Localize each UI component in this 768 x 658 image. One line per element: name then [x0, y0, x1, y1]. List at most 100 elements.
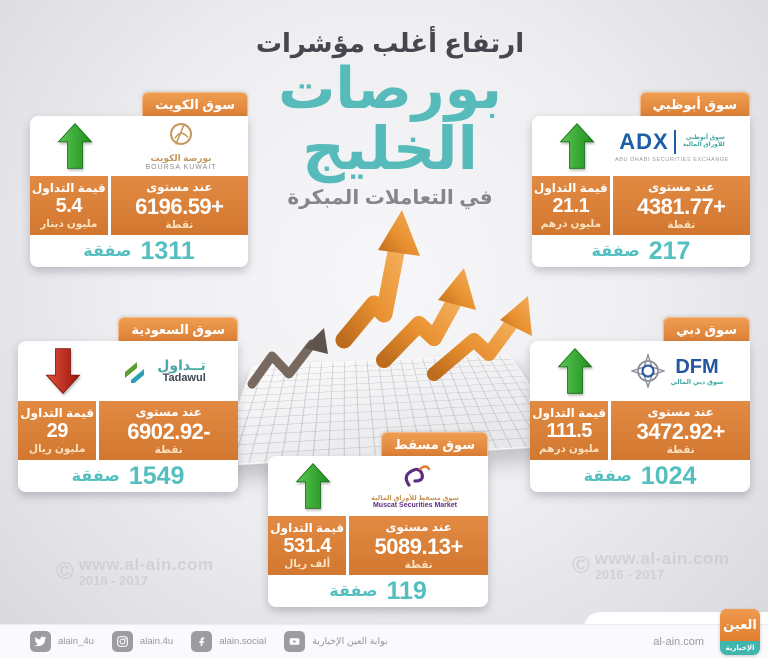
watermark-years: 2016 - 2017	[594, 567, 665, 582]
youtube-handle: بوابة العين الإخبارية	[312, 636, 388, 647]
deals-word: صفقة	[583, 468, 632, 485]
dfm-compass-icon	[630, 354, 665, 388]
market-tab-dubai: سوق دبي	[663, 317, 750, 341]
index-value: 6902.92-	[127, 418, 211, 444]
card-header-row: سوق مسقط للأوراق المالية Muscat Securiti…	[268, 456, 488, 516]
alain-logo-top: العين	[720, 609, 760, 641]
market-card-dubai: سوق دبي DFM سوق دبي المالي	[530, 317, 750, 492]
trade-value: 21.1	[552, 195, 590, 217]
dfm-wordmark: DFM	[675, 355, 719, 378]
logo-text-arabic: سوق مسقط للأوراق المالية	[371, 494, 459, 502]
trade-value-box: قيمة التداول 5.4 مليون دينار	[30, 176, 108, 235]
card-header-row: بورصة الكويت BOURSA KUWAIT	[30, 116, 248, 176]
trade-unit: مليون دينار	[40, 218, 98, 230]
logo-text-english: BOURSA KUWAIT	[145, 164, 217, 171]
card-panel: DFM سوق دبي المالي عند مستوى 3472.92+ نق…	[530, 341, 750, 492]
watermark-left: © www.al-ain.com 2016 - 2017	[56, 556, 214, 589]
stats-row: عند مستوى 5089.13+ نقطة قيمة التداول 531…	[268, 516, 488, 575]
index-label: عند مستوى	[647, 404, 714, 419]
title-line-1: ارتفاع أغلب مؤشرات	[255, 28, 525, 58]
market-card-muscat: سوق مسقط سوق مسقط للأوراق المالية Muscat…	[268, 432, 488, 607]
index-level-box: عند مستوى 6902.92- نقطة	[99, 401, 238, 460]
copyright-icon: ©	[56, 558, 74, 586]
social-facebook: alain.social	[191, 631, 266, 652]
tadawul-emblem-icon	[125, 362, 145, 383]
logo-text-arabic: بورصة الكويت	[150, 153, 212, 163]
market-card-saudi: سوق السعودية تــداول Tadawul	[18, 317, 238, 492]
deals-word: صفقة	[83, 243, 132, 260]
deals-row: 1549 صفقة	[18, 460, 238, 492]
logo-text-english: ABU DHABI SECURITIES EXCHANGE	[615, 157, 729, 163]
market-name: سوق أبوظبي	[652, 97, 737, 112]
deals-row: 217 صفقة	[532, 235, 750, 267]
trade-unit: مليون درهم	[540, 218, 602, 230]
market-tab-muscat: سوق مسقط	[381, 432, 488, 456]
card-header-row: ADX سوق أبوظبي للأوراق المالية ABU DHABI…	[532, 116, 750, 176]
alain-news-logo: العين الإخبارية	[720, 609, 760, 655]
rising-arrows-graphic	[247, 210, 532, 389]
facebook-handle: alain.social	[219, 636, 267, 647]
msm-swirl-icon	[404, 464, 431, 487]
trend-up-arrow-icon	[294, 462, 332, 510]
deals-count: 119	[386, 576, 427, 605]
title-line-3: الخليج	[302, 116, 478, 182]
market-name: سوق مسقط	[394, 437, 475, 452]
adx-logo: ADX سوق أبوظبي للأوراق المالية ABU DHABI…	[596, 129, 742, 163]
footer-bar: alain_4u alain.4u alain.social بوابة الع…	[0, 624, 768, 658]
adx-divider	[673, 130, 676, 154]
trade-label: قيمة التداول	[270, 521, 345, 535]
deals-count: 217	[648, 236, 691, 265]
index-value: 5089.13+	[374, 533, 464, 559]
deals-word: صفقة	[71, 468, 120, 485]
facebook-icon	[191, 631, 213, 652]
trade-unit: مليون درهم	[538, 443, 600, 455]
index-value: 3472.92+	[636, 418, 726, 444]
card-header-row: DFM سوق دبي المالي	[530, 341, 750, 401]
index-value: 4381.77+	[637, 193, 726, 219]
trade-value-box: قيمة التداول 531.4 ألف ريال	[268, 516, 347, 575]
deals-count: 1311	[140, 236, 195, 265]
stats-row: عند مستوى 3472.92+ نقطة قيمة التداول 111…	[530, 401, 750, 460]
social-youtube: بوابة العين الإخبارية	[284, 631, 388, 652]
deals-row: 119 صفقة	[268, 575, 488, 607]
market-card-abudhabi: سوق أبوظبي ADX سوق أبوظبي للأوراق المالي…	[532, 92, 750, 267]
index-label: عند مستوى	[648, 179, 715, 194]
logo-text-arabic: تــداول	[157, 356, 206, 373]
watermark-site: www.al-ain.com	[78, 555, 214, 574]
index-unit: نقطة	[666, 444, 695, 457]
index-unit: نقطة	[165, 219, 194, 232]
trade-label: قيمة التداول	[533, 181, 608, 195]
index-level-box: عند مستوى 3472.92+ نقطة	[611, 401, 750, 460]
trade-value-box: قيمة التداول 21.1 مليون درهم	[532, 176, 610, 235]
stats-row: عند مستوى 4381.77+ نقطة قيمة التداول 21.…	[532, 176, 750, 235]
trade-value: 5.4	[55, 195, 83, 217]
twitter-handle: alain_4u	[58, 636, 94, 647]
trend-down-arrow-icon	[44, 347, 82, 395]
trade-unit: مليون ريال	[28, 443, 86, 455]
index-level-box: عند مستوى 5089.13+ نقطة	[349, 516, 488, 575]
dfm-logo: DFM سوق دبي المالي	[612, 354, 742, 388]
card-panel: ADX سوق أبوظبي للأوراق المالية ABU DHABI…	[532, 116, 750, 267]
trend-up-arrow-icon	[556, 347, 594, 395]
boursa-kuwait-emblem-icon	[169, 122, 193, 146]
trade-unit: ألف ريال	[284, 558, 331, 570]
trade-value: 29	[46, 420, 69, 442]
deals-count: 1549	[128, 461, 185, 490]
trade-value-box: قيمة التداول 111.5 مليون درهم	[530, 401, 609, 460]
tadawul-logo: تــداول Tadawul	[100, 358, 230, 384]
social-instagram: alain.4u	[111, 631, 173, 652]
adx-wordmark: ADX	[619, 129, 669, 154]
main-title: ارتفاع أغلب مؤشرات بورصات الخليج في التع…	[244, 28, 536, 210]
deals-count: 1024	[640, 461, 697, 490]
deals-row: 1024 صفقة	[530, 460, 750, 492]
trade-label: قيمة التداول	[31, 181, 106, 195]
market-name: سوق الكويت	[155, 97, 235, 112]
index-level-box: عند مستوى 4381.77+ نقطة	[612, 176, 750, 235]
logo-text-english: Muscat Securities Market	[372, 501, 458, 509]
social-twitter: alain_4u	[30, 631, 94, 652]
title-line-2: بورصات	[278, 57, 502, 121]
stats-row: عند مستوى 6902.92- نقطة قيمة التداول 29 …	[18, 401, 238, 460]
trade-label: قيمة التداول	[532, 406, 607, 420]
youtube-icon	[284, 631, 306, 652]
